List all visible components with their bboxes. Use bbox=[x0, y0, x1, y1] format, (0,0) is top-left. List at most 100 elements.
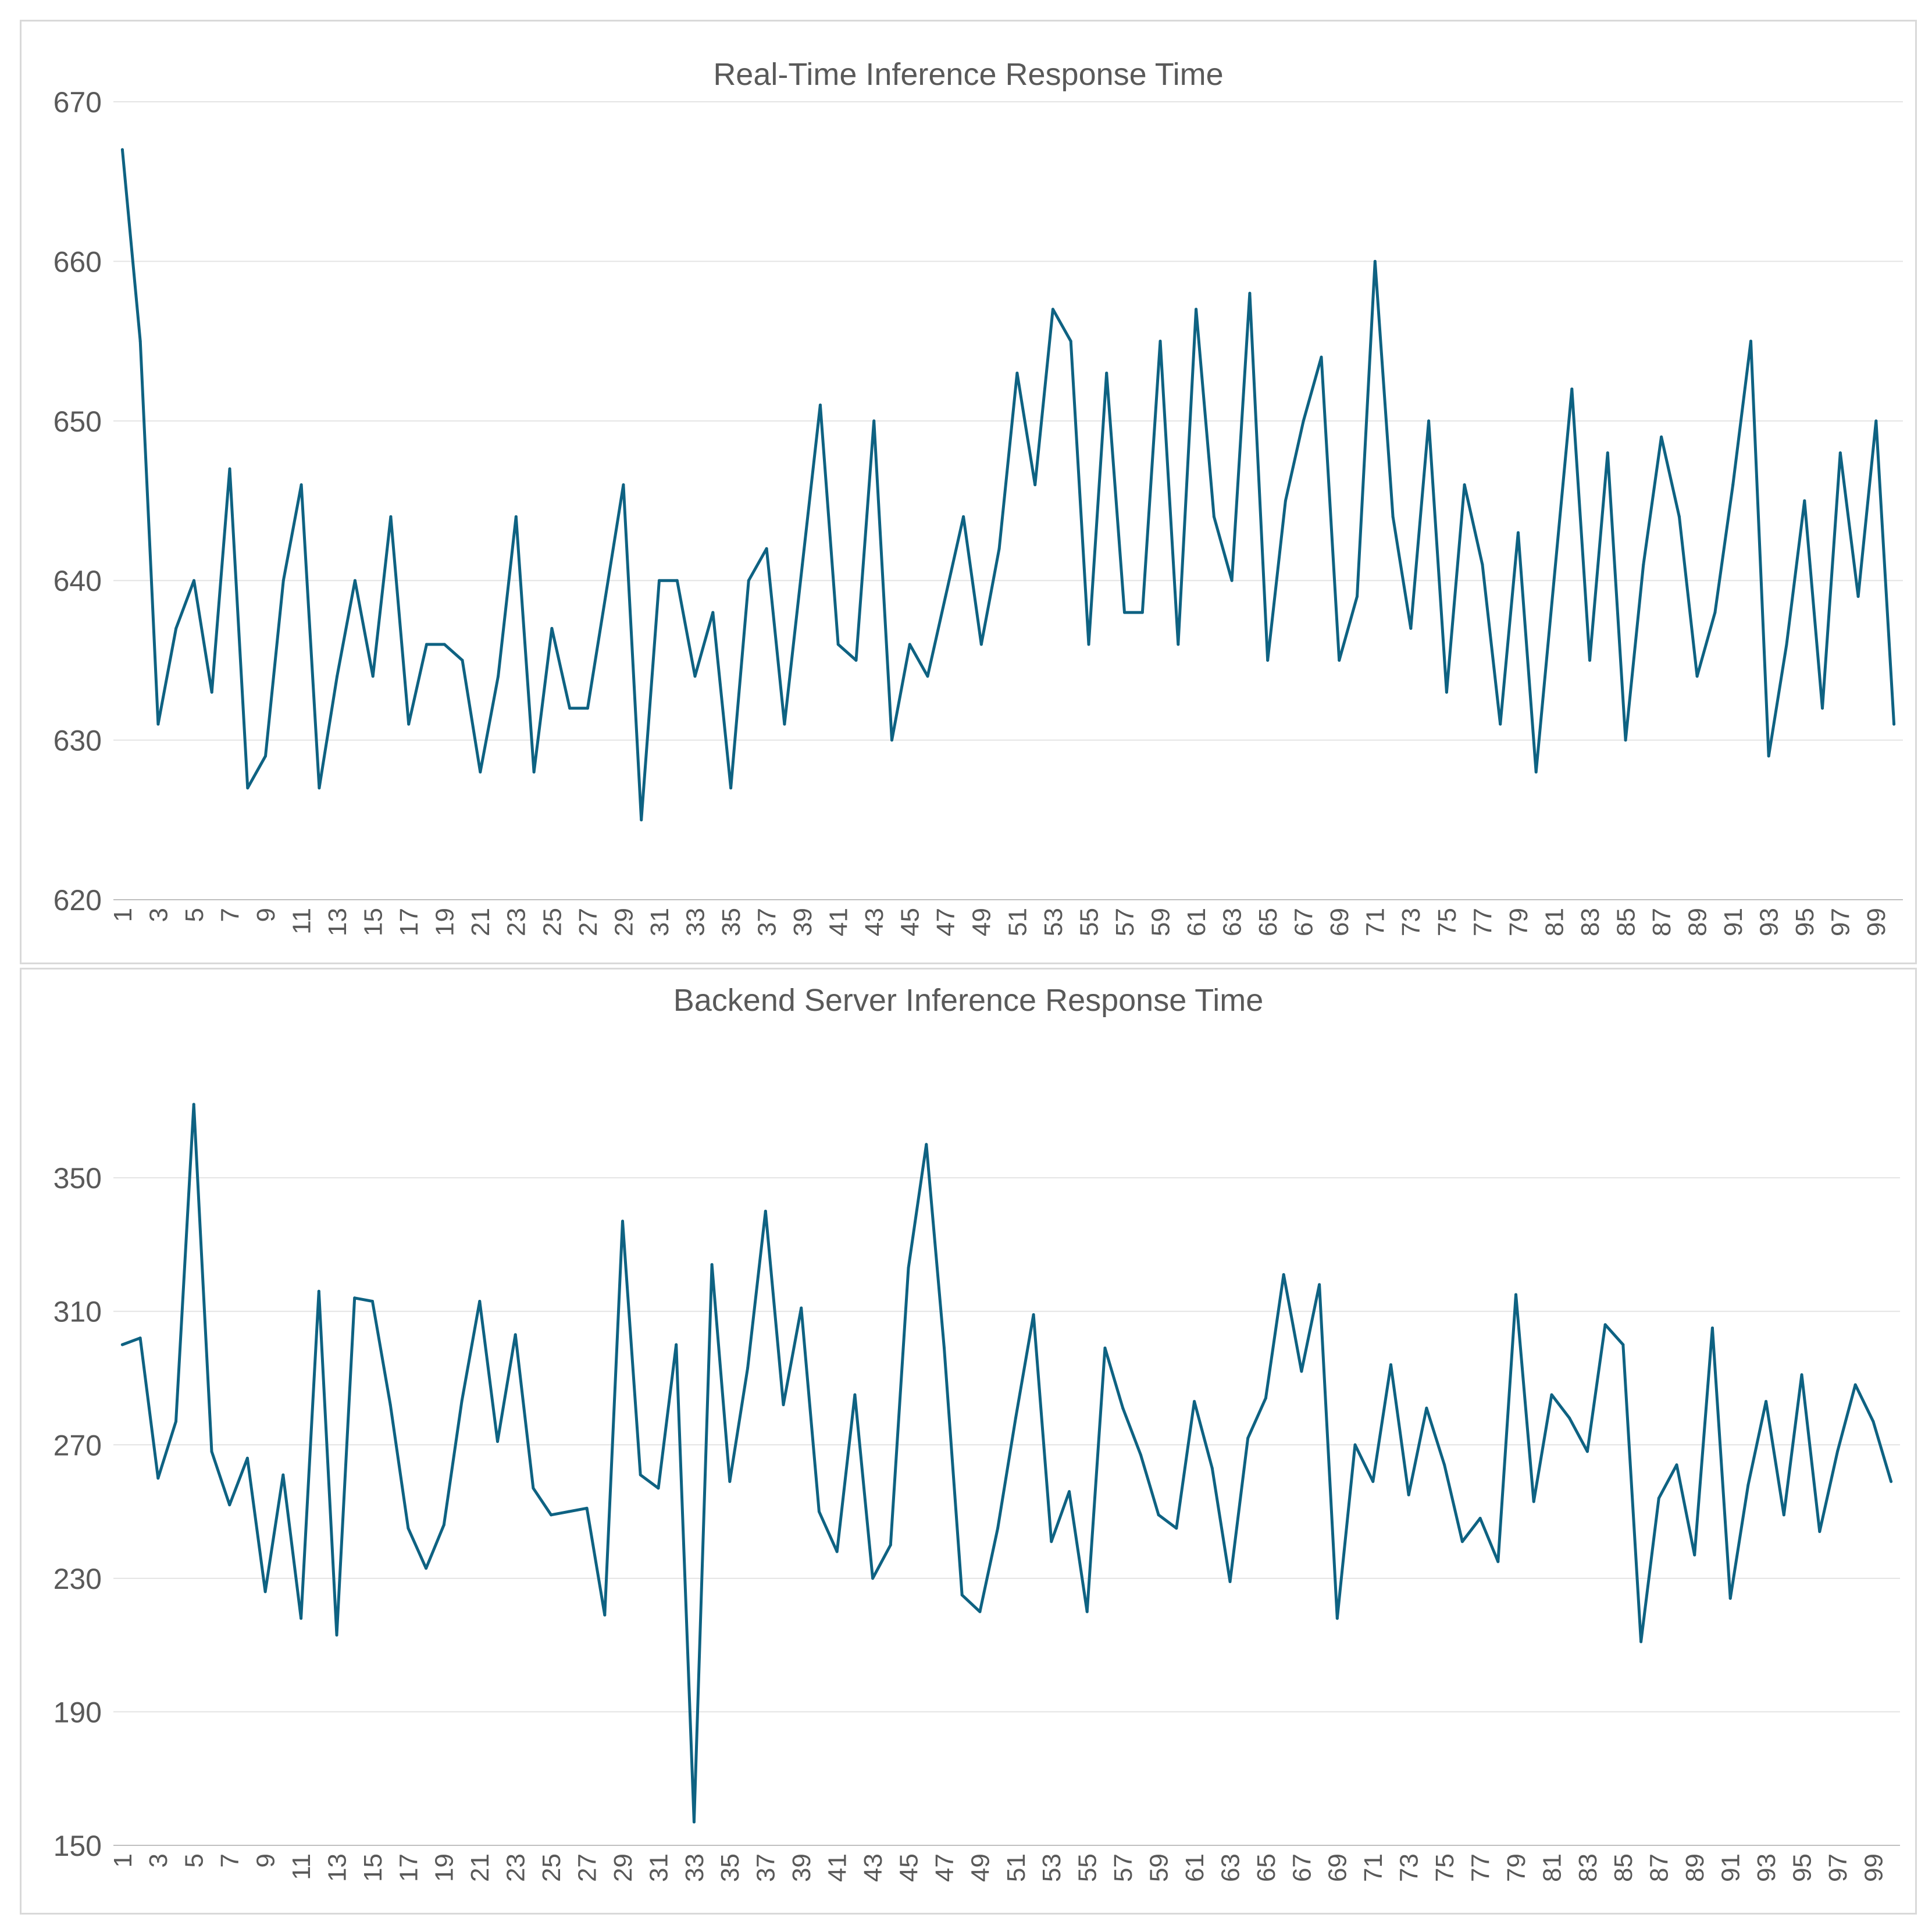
backend-x-tick-label: 33 bbox=[680, 1853, 709, 1882]
backend-data-point bbox=[1818, 1530, 1822, 1534]
backend-x-tick-label: 67 bbox=[1288, 1853, 1316, 1882]
backend-data-point bbox=[1710, 1326, 1714, 1329]
backend-data-point bbox=[1853, 1383, 1857, 1386]
realtime-data-point bbox=[1821, 707, 1824, 710]
backend-data-point bbox=[407, 1527, 410, 1530]
realtime-data-point bbox=[300, 483, 303, 487]
backend-x-tick-label: 77 bbox=[1466, 1853, 1495, 1882]
backend-data-point bbox=[942, 1346, 946, 1350]
backend-data-point bbox=[442, 1523, 445, 1527]
backend-x-tick-label: 79 bbox=[1502, 1853, 1531, 1882]
backend-x-tick-label: 25 bbox=[537, 1853, 566, 1882]
backend-data-point bbox=[1765, 1400, 1768, 1403]
backend-data-point bbox=[1639, 1640, 1643, 1644]
realtime-data-point bbox=[1534, 770, 1538, 773]
realtime-data-point bbox=[783, 722, 786, 726]
realtime-data-point bbox=[997, 547, 1001, 550]
realtime-data-point bbox=[1445, 690, 1448, 694]
backend-data-point bbox=[532, 1487, 535, 1490]
realtime-x-tick-label: 25 bbox=[538, 908, 566, 936]
realtime-data-point bbox=[1499, 722, 1502, 726]
backend-data-point bbox=[1728, 1596, 1732, 1600]
backend-data-point bbox=[1657, 1496, 1660, 1500]
realtime-data-point bbox=[908, 643, 911, 646]
realtime-x-tick-label: 59 bbox=[1146, 908, 1175, 936]
realtime-x-tick-label: 15 bbox=[359, 908, 388, 936]
realtime-data-point bbox=[854, 658, 858, 662]
backend-data-point bbox=[907, 1266, 910, 1270]
backend-data-point bbox=[263, 1590, 267, 1594]
backend-x-tick-label: 7 bbox=[216, 1853, 244, 1867]
realtime-data-point bbox=[1356, 595, 1359, 598]
realtime-data-point bbox=[1516, 531, 1520, 534]
realtime-y-tick-label: 640 bbox=[54, 565, 102, 597]
backend-data-point bbox=[353, 1296, 357, 1300]
realtime-x-tick-label: 29 bbox=[609, 908, 638, 936]
backend-x-tick-label: 61 bbox=[1181, 1853, 1209, 1882]
realtime-x-tick-label: 9 bbox=[252, 908, 280, 922]
realtime-x-tick-label: 51 bbox=[1003, 908, 1032, 936]
realtime-data-point bbox=[675, 579, 679, 582]
backend-x-tick-label: 41 bbox=[824, 1853, 852, 1882]
realtime-data-point bbox=[497, 675, 500, 678]
backend-data-point bbox=[192, 1103, 195, 1106]
backend-data-point bbox=[1835, 1450, 1839, 1453]
backend-x-tick-label: 55 bbox=[1074, 1853, 1102, 1882]
backend-data-point bbox=[1335, 1617, 1339, 1620]
backend-data-point bbox=[1353, 1443, 1357, 1446]
realtime-data-point bbox=[640, 818, 643, 822]
backend-y-tick-label: 150 bbox=[54, 1830, 102, 1862]
backend-data-point bbox=[657, 1487, 660, 1490]
realtime-data-point bbox=[729, 786, 733, 790]
backend-data-point bbox=[1121, 1406, 1125, 1410]
realtime-x-tick-label: 35 bbox=[717, 908, 746, 936]
realtime-data-point bbox=[872, 419, 876, 423]
backend-data-point bbox=[835, 1550, 839, 1553]
realtime-x-tick-label: 93 bbox=[1755, 908, 1784, 936]
realtime-x-tick-label: 95 bbox=[1791, 908, 1819, 936]
realtime-data-point bbox=[926, 675, 929, 678]
backend-x-tick-label: 87 bbox=[1645, 1853, 1674, 1882]
realtime-x-tick-label: 17 bbox=[395, 908, 423, 936]
realtime-x-tick-label: 91 bbox=[1719, 908, 1748, 936]
realtime-data-point bbox=[1159, 340, 1162, 343]
backend-data-point bbox=[1568, 1416, 1571, 1420]
backend-data-point bbox=[478, 1300, 482, 1303]
realtime-x-tick-label: 77 bbox=[1468, 908, 1497, 936]
realtime-data-point bbox=[1463, 483, 1466, 487]
backend-data-point bbox=[1175, 1527, 1178, 1530]
realtime-x-tick-label: 3 bbox=[144, 908, 173, 922]
realtime-data-point bbox=[1320, 355, 1323, 359]
backend-data-point bbox=[514, 1333, 517, 1336]
realtime-data-point bbox=[1803, 499, 1806, 502]
realtime-data-point bbox=[407, 722, 411, 726]
realtime-data-point bbox=[944, 595, 947, 598]
realtime-x-tick-label: 11 bbox=[287, 908, 316, 935]
backend-data-point bbox=[1675, 1463, 1678, 1467]
realtime-data-point bbox=[818, 403, 822, 407]
backend-x-tick-label: 31 bbox=[644, 1853, 673, 1882]
realtime-x-tick-label: 85 bbox=[1612, 908, 1640, 936]
backend-y-tick-label: 270 bbox=[54, 1429, 102, 1462]
backend-data-point bbox=[120, 1343, 124, 1346]
realtime-data-point bbox=[1713, 611, 1717, 614]
realtime-data-point bbox=[1785, 643, 1788, 646]
realtime-data-point bbox=[1695, 675, 1699, 678]
realtime-x-tick-label: 31 bbox=[646, 908, 674, 936]
realtime-x-tick-label: 99 bbox=[1862, 908, 1891, 936]
realtime-x-tick-label: 49 bbox=[968, 908, 996, 936]
backend-x-tick-label: 5 bbox=[180, 1853, 209, 1867]
realtime-data-point bbox=[1230, 579, 1234, 582]
backend-x-tick-label: 11 bbox=[287, 1853, 316, 1880]
backend-x-tick-label: 29 bbox=[609, 1853, 637, 1882]
realtime-x-tick-label: 13 bbox=[323, 908, 352, 936]
realtime-data-point bbox=[461, 658, 464, 662]
realtime-x-tick-label: 39 bbox=[789, 908, 817, 936]
realtime-x-tick-label: 21 bbox=[466, 908, 495, 936]
realtime-x-tick-label: 37 bbox=[753, 908, 782, 936]
backend-data-point bbox=[889, 1543, 892, 1546]
realtime-data-point bbox=[1749, 340, 1752, 343]
realtime-data-point bbox=[1338, 658, 1341, 662]
backend-data-point bbox=[925, 1143, 928, 1146]
